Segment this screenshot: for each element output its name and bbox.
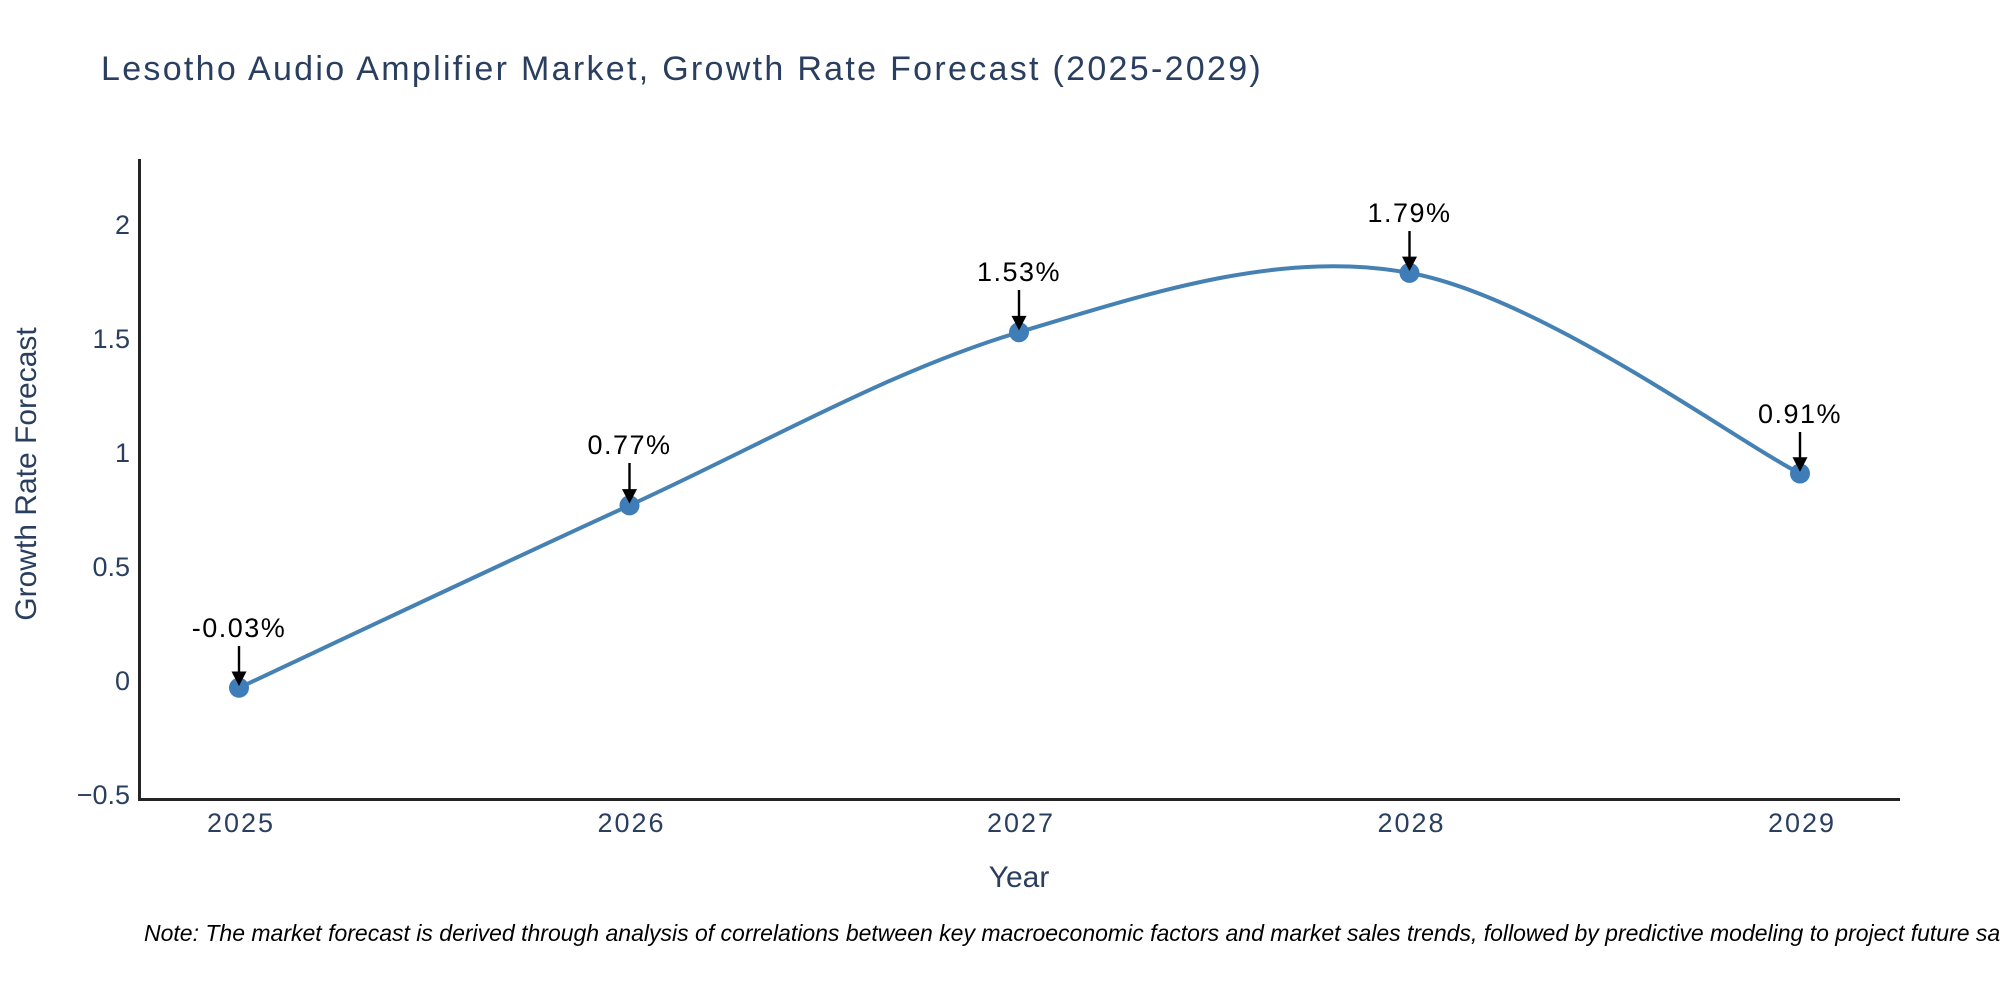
svg-text:Note: The market forecast is d: Note: The market forecast is derived thr… [144,920,2000,946]
svg-text:1.5: 1.5 [92,324,130,354]
svg-text:2025: 2025 [207,808,275,838]
svg-text:0.91%: 0.91% [1758,399,1842,429]
svg-text:2026: 2026 [597,808,665,838]
svg-text:2: 2 [115,210,130,240]
svg-text:1: 1 [115,438,130,468]
svg-text:−0.5: −0.5 [77,780,130,810]
svg-text:Lesotho Audio Amplifier Market: Lesotho Audio Amplifier Market, Growth R… [101,50,1263,88]
svg-text:Growth Rate Forecast: Growth Rate Forecast [10,327,43,621]
svg-text:0.77%: 0.77% [587,430,671,460]
svg-text:-0.03%: -0.03% [192,613,287,643]
svg-text:0.5: 0.5 [92,552,130,582]
svg-text:1.79%: 1.79% [1367,198,1451,228]
svg-text:2029: 2029 [1768,808,1836,838]
svg-text:0: 0 [115,666,130,696]
svg-text:2027: 2027 [987,808,1055,838]
svg-text:Year: Year [989,861,1050,894]
svg-text:2028: 2028 [1377,808,1445,838]
svg-text:1.53%: 1.53% [977,257,1061,287]
